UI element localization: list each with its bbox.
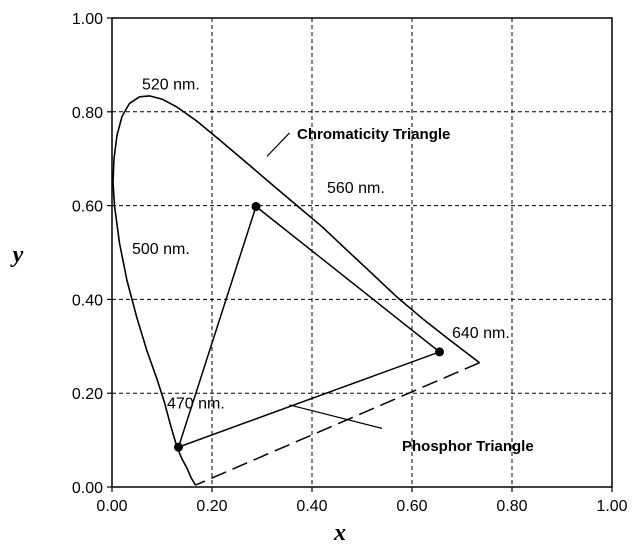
phosphor-triangle [177,205,442,449]
purple-line [195,362,480,486]
plot-frame [111,17,613,488]
plot-area [112,95,480,486]
wavelength-label: 560 nm. [327,180,385,197]
y-axis-label: y [10,242,24,268]
y-tick-label: 0.40 [72,292,103,309]
annotation-label-bold: Chromaticity Triangle [297,126,450,143]
y-tick-label: 1.00 [72,11,103,28]
annotation-leader [289,404,383,429]
x-tick-label: 0.00 [96,498,127,515]
chromaticity-locus [112,95,480,486]
x-tick-label: 0.60 [396,498,427,515]
annotation-label-bold: Phosphor Triangle [402,438,534,455]
wavelength-label: 470 nm. [167,396,225,413]
x-tick-label: 0.20 [196,498,227,515]
phosphor-vertex [435,347,444,357]
y-tick-label: 0.00 [72,480,103,497]
wavelength-label: 640 nm. [452,325,510,342]
wavelength-label: 520 nm. [142,77,200,94]
x-tick-label: 1.00 [596,498,627,515]
annotation-leader [266,132,290,157]
phosphor-vertex [174,442,183,452]
phosphor-vertex [251,202,261,212]
x-tick-label: 0.40 [296,498,327,515]
y-tick-label: 0.80 [72,105,103,122]
wavelength-label: 500 nm. [132,241,190,258]
y-tick-label: 0.60 [72,199,103,216]
grid [107,17,613,492]
tick-labels: 0.00 0.20 0.40 0.60 0.80 1.00 0.00 0.20 0.40 0.60… [72,11,628,515]
y-tick-label: 0.20 [72,386,103,403]
x-tick-label: 0.80 [496,498,527,515]
x-axis-label: x [333,520,346,545]
annotations: 520 nm. 560 nm. 500 nm. 640 nm. 470 nm. Chrom… [132,77,534,455]
